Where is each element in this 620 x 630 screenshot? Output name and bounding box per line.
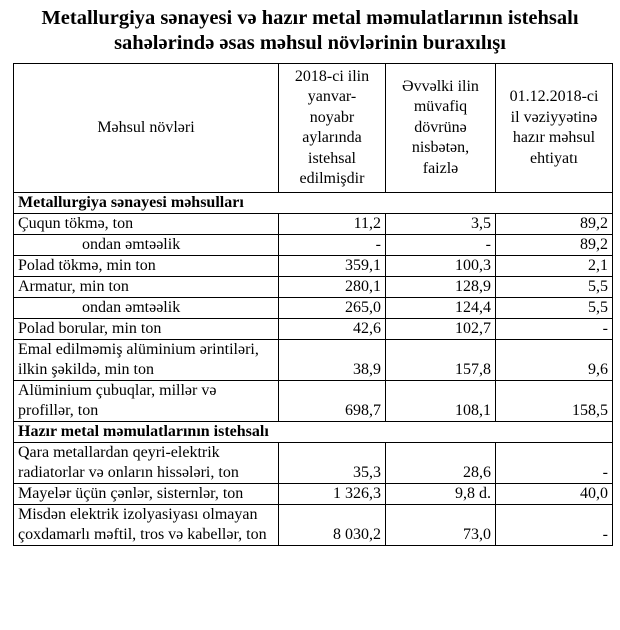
stock-value: - <box>495 318 613 340</box>
product-name: Alüminium çubuqlar, millər və profillər,… <box>13 380 279 422</box>
production-value: 8 030,2 <box>278 504 386 546</box>
product-name: ondan əmtəəlik <box>13 234 279 256</box>
title-line-1: Metallurgiya sənayesi və hazır metal məm… <box>41 7 579 29</box>
production-value: 11,2 <box>278 213 386 235</box>
table-row: ondan əmtəəlik 265,0 124,4 5,5 <box>13 297 613 319</box>
production-value: 42,6 <box>278 318 386 340</box>
table-row: ondan əmtəəlik - -89,2 <box>13 234 613 256</box>
percent-value: 28,6 <box>385 442 496 484</box>
product-name: Polad borular, min ton <box>13 318 279 340</box>
production-value: 698,7 <box>278 380 386 422</box>
table-row: Polad borular, min ton 42,6 102,7- <box>13 318 613 340</box>
percent-value: 128,9 <box>385 276 496 298</box>
percent-value: - <box>385 234 496 256</box>
production-value: 359,1 <box>278 255 386 277</box>
product-name: Çuqun tökmə, ton <box>13 213 279 235</box>
title-line-2: sahələrində əsas məhsul növlərinin burax… <box>114 32 506 54</box>
header-line: yanvar- <box>307 88 357 105</box>
stock-value: 89,2 <box>495 234 613 256</box>
percent-value: 100,3 <box>385 255 496 277</box>
percent-value: 3,5 <box>385 213 496 235</box>
table-row: Emal edilməmiş alüminium ərintiləri, ilk… <box>13 339 613 381</box>
product-name: Misdən elektrik izolyasiyası olmayan çox… <box>13 504 279 546</box>
table-row: Mayelər üçün çənlər, sisternlər, ton 1 32… <box>13 483 613 505</box>
header-percent-prev-year: Əvvəlki ilin müvafiq dövrünə nisbətən, faizl… <box>385 63 496 193</box>
header-line: 2018-ci ilin <box>294 67 370 85</box>
stock-value: - <box>495 504 613 546</box>
stock-value: 40,0 <box>495 483 613 505</box>
stock-value: 158,5 <box>495 380 613 422</box>
percent-value: 124,4 <box>385 297 496 319</box>
percent-value: 157,8 <box>385 339 496 381</box>
stock-value: 2,1 <box>495 255 613 277</box>
section-title: Metallurgiya sənayesi məhsulları <box>13 192 613 214</box>
header-line: il vəziyyətinə <box>510 108 598 126</box>
table-row: Armatur, min ton 280,1 128,9 5,5 <box>13 276 613 298</box>
production-value: - <box>278 234 386 256</box>
stock-value: 9,6 <box>495 339 613 381</box>
header-line: hazır məhsul <box>512 129 596 146</box>
header-line: nisbətən, <box>411 139 470 157</box>
product-name: Polad tökmə, min ton <box>13 255 279 277</box>
section-row: Hazır metal məmulatlarının istehsalı <box>13 421 613 443</box>
header-line: Əvvəlki ilin <box>402 77 479 95</box>
stock-value: 5,5 <box>495 297 613 319</box>
production-value: 1 326,3 <box>278 483 386 505</box>
header-line: ehtiyatı <box>530 149 578 167</box>
product-name: Armatur, min ton <box>13 276 279 298</box>
percent-value: 73,0 <box>385 504 496 546</box>
stock-value: - <box>495 442 613 484</box>
table-row: Alüminium çubuqlar, millər və profillər,… <box>13 380 613 422</box>
header-line: istehsal <box>308 149 356 167</box>
header-line: aylarında <box>302 129 362 146</box>
product-name: Qara metallardan qeyri-elektrik radiator… <box>13 442 279 484</box>
production-value: 35,3 <box>278 442 386 484</box>
percent-value: 108,1 <box>385 380 496 422</box>
production-table: Məhsul növləri 2018-ci ilin yanvar-noyabr… <box>13 63 613 546</box>
section-row: Metallurgiya sənayesi məhsulları <box>13 192 613 214</box>
header-line: faizlə <box>422 159 459 177</box>
table-row: Qara metallardan qeyri-elektrik radiator… <box>13 442 613 484</box>
production-value: 265,0 <box>278 297 386 319</box>
header-row: Məhsul növləri 2018-ci ilin yanvar-noyabr… <box>13 63 613 193</box>
table-row: Çuqun tökmə, ton 11,2 3,5 89,2 <box>13 213 613 235</box>
section-title: Hazır metal məmulatlarının istehsalı <box>13 421 613 443</box>
header-line: 01.12.2018-ci <box>509 88 599 105</box>
header-line: edilmişdir <box>299 170 365 187</box>
header-line: noyabr <box>309 108 355 126</box>
table-row: Misdən elektrik izolyasiyası olmayan çox… <box>13 504 613 546</box>
header-production: 2018-ci ilin yanvar-noyabr aylarında istehs… <box>278 63 386 193</box>
header-product-types: Məhsul növləri <box>13 63 279 193</box>
document-title: Metallurgiya sənayesi və hazır metal məm… <box>0 6 620 56</box>
product-name: Emal edilməmiş alüminium ərintiləri, ilk… <box>13 339 279 381</box>
product-name: ondan əmtəəlik <box>13 297 279 319</box>
production-value: 280,1 <box>278 276 386 298</box>
table-row: Polad tökmə, min ton 359,1 100,3 2,1 <box>13 255 613 277</box>
production-value: 38,9 <box>278 339 386 381</box>
percent-value: 9,8 d. <box>385 483 496 505</box>
stock-value: 5,5 <box>495 276 613 298</box>
stock-value: 89,2 <box>495 213 613 235</box>
product-name: Mayelər üçün çənlər, sisternlər, ton <box>13 483 279 505</box>
header-stock: 01.12.2018-ci il vəziyyətinə hazır məhsul e… <box>495 63 613 193</box>
header-line: müvafiq <box>413 98 468 116</box>
header-line: dövrünə <box>414 118 467 136</box>
percent-value: 102,7 <box>385 318 496 340</box>
